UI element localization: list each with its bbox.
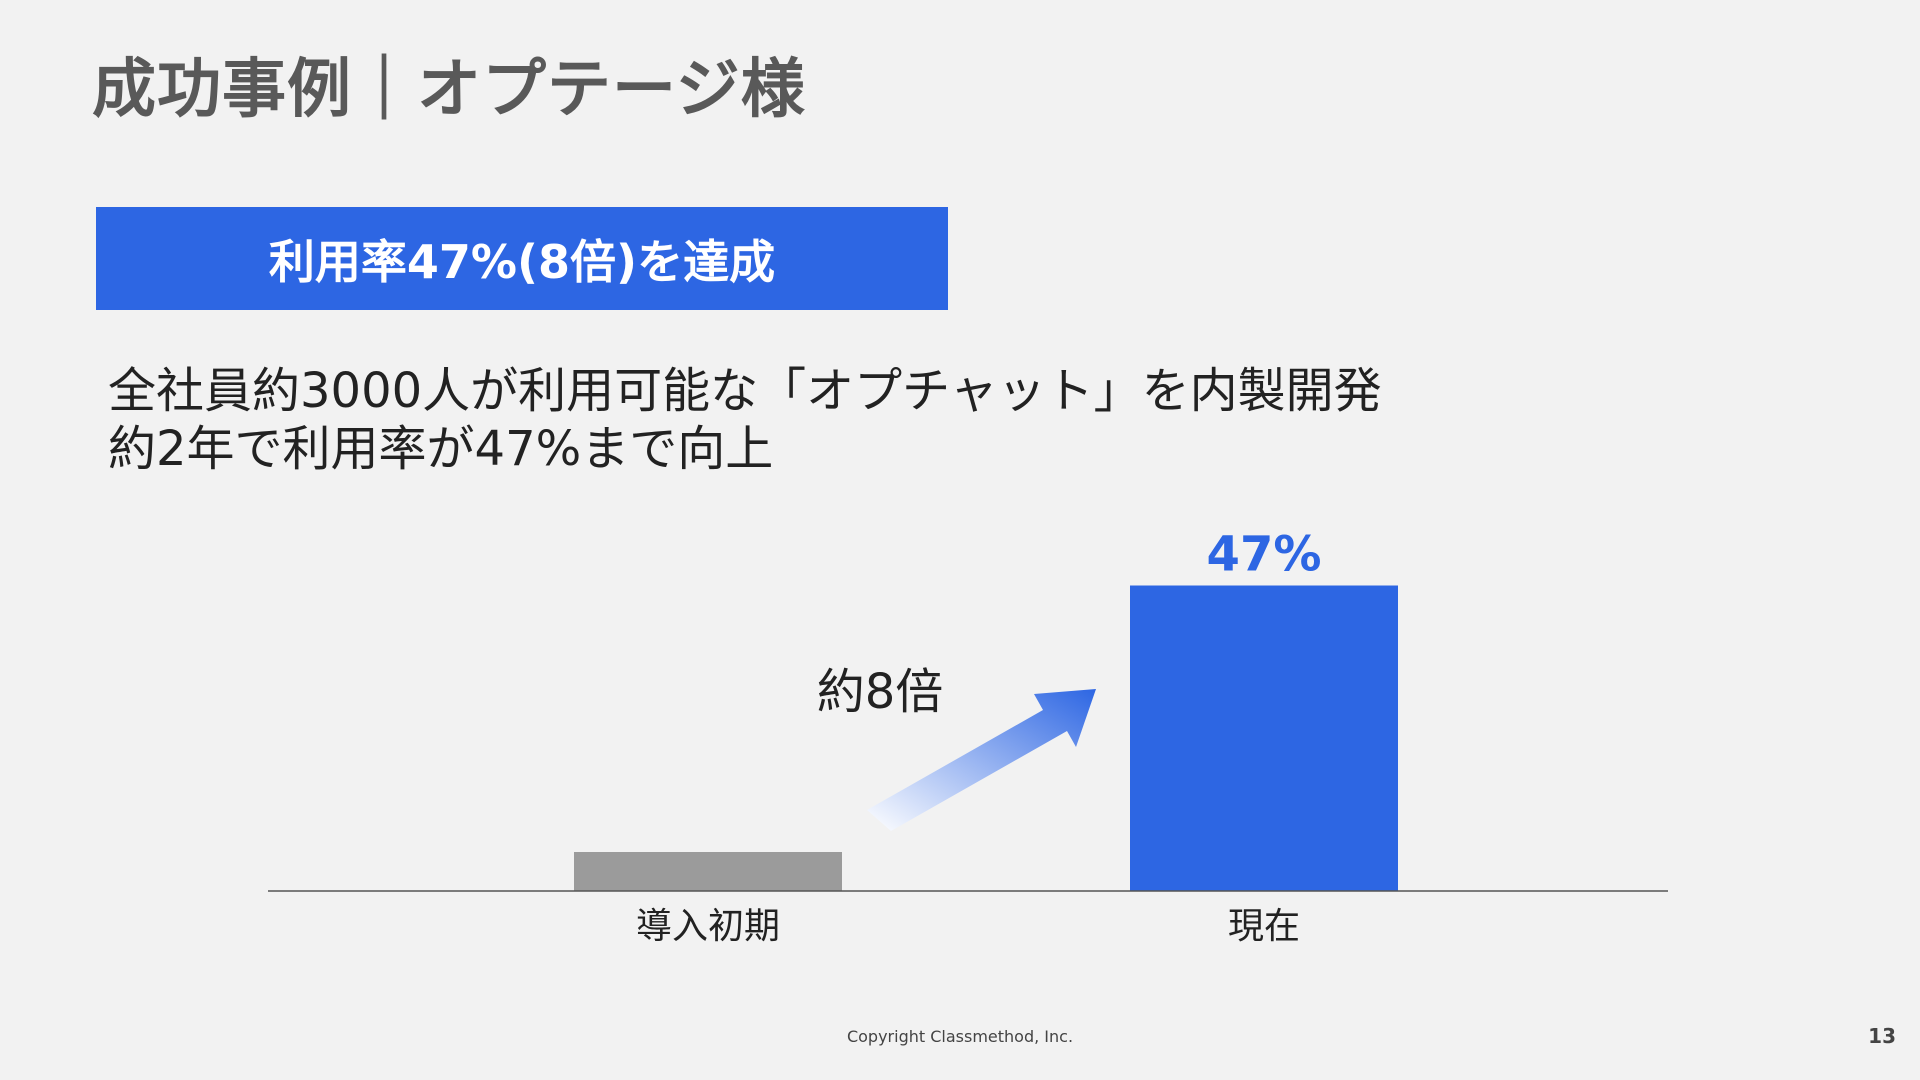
category-label-1: 導入初期 — [636, 906, 780, 947]
description: 全社員約3000人が利用可能な「オプチャット」を内製開発 約2年で利用率が47%… — [108, 362, 1382, 478]
description-line-2: 約2年で利用率が47%まで向上 — [108, 421, 774, 477]
growth-arrow-shape — [867, 689, 1096, 831]
page-number: 13 — [1868, 1024, 1896, 1048]
page-title: 成功事例｜オプテージ様 — [92, 53, 806, 127]
highlight-banner: 利用率47%(8倍)を達成 — [96, 207, 948, 310]
growth-annotation: 約8倍 — [817, 664, 944, 720]
description-line-1: 全社員約3000人が利用可能な「オプチャット」を内製開発 — [108, 363, 1382, 419]
bar-1 — [574, 852, 842, 891]
copyright-footer: Copyright Classmethod, Inc. — [846, 1027, 1074, 1046]
category-label-2: 現在 — [1228, 906, 1300, 947]
banner-text: 利用率47%(8倍)を達成 — [268, 234, 776, 289]
bar-2 — [1130, 585, 1398, 891]
growth-arrow — [867, 689, 1096, 831]
value-label-2: 47% — [1207, 527, 1322, 583]
